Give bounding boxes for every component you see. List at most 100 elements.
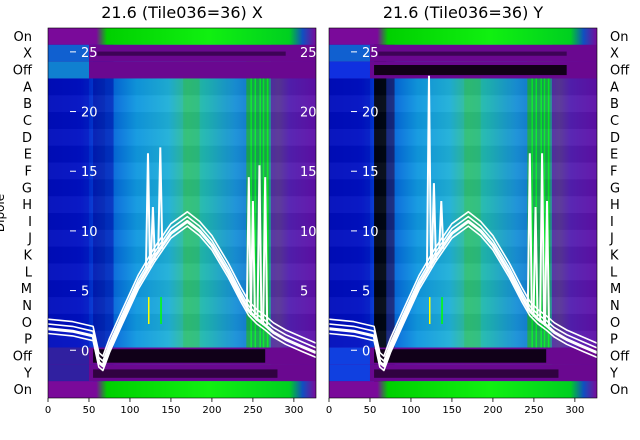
pol-row-edge — [48, 44, 89, 62]
spectral-stripe — [105, 28, 114, 398]
row-label: On — [14, 383, 32, 398]
overlay-tick-label: 10 — [362, 225, 379, 240]
panel-frame — [328, 27, 598, 399]
row-label: K — [610, 249, 619, 264]
row-label: On — [610, 30, 628, 45]
overlay-tick-label: 5 — [81, 285, 89, 300]
x-tick-label: 250 — [524, 405, 543, 416]
row-label: O — [22, 316, 32, 331]
row-label: C — [23, 114, 32, 129]
x-tick-label: 0 — [326, 405, 332, 416]
row-label: A — [610, 80, 619, 95]
spectral-stripe — [374, 28, 387, 398]
spectral-stripe — [329, 28, 370, 398]
row-label: F — [25, 164, 32, 179]
rfi-spike — [532, 207, 539, 317]
rfi-mark — [147, 297, 150, 324]
dipole-row-band — [329, 196, 597, 213]
overlay-tick-label-right: 20 — [300, 106, 317, 121]
row-label: I — [610, 215, 614, 230]
panel-frame — [47, 27, 317, 399]
bandpass-curve — [328, 219, 598, 368]
pol-row-dark — [378, 51, 567, 56]
x-tick-label: 100 — [120, 405, 139, 416]
rfi-spike — [438, 201, 445, 249]
row-label: D — [610, 131, 620, 146]
dipole-row-band — [48, 246, 316, 264]
rfi-spike — [526, 153, 533, 311]
row-label: K — [23, 249, 32, 264]
row-label: F — [610, 164, 617, 179]
overlay-tick-label: 15 — [362, 165, 379, 180]
off-row-dark — [374, 349, 547, 363]
row-label: O — [610, 316, 620, 331]
row-label: Off — [610, 349, 630, 364]
rfi-spike — [157, 147, 164, 249]
bandpass-curve — [328, 215, 598, 362]
dipole-row-band — [329, 128, 597, 146]
dipole-row-band — [329, 263, 597, 281]
x-tick-label: 50 — [364, 405, 377, 416]
rfi-mark — [441, 297, 443, 324]
overlay-tick-label: 25 — [362, 46, 379, 61]
dipole-row-band — [48, 162, 316, 180]
spectral-stripe — [464, 28, 481, 398]
dipole-row-band — [48, 78, 316, 96]
bandpass-curve — [47, 211, 317, 357]
row-label: Off — [13, 349, 33, 364]
overlay-tick-label: 5 — [362, 285, 370, 300]
overlay-tick-label: 0 — [362, 344, 370, 359]
overlay-tick-label: 25 — [81, 46, 98, 61]
rfi-channel-line — [547, 78, 550, 348]
off-row-dark — [374, 65, 567, 76]
x-tick-label: 100 — [401, 405, 420, 416]
x-tick-label: 50 — [83, 405, 96, 416]
row-label: P — [610, 333, 618, 348]
overlay-tick-label-right: 10 — [300, 225, 317, 240]
overlay-tick-label: 20 — [81, 106, 98, 121]
row-label: J — [609, 232, 614, 247]
row-label: A — [23, 80, 32, 95]
rfi-spike — [144, 153, 151, 269]
dipole-row-band — [48, 280, 316, 298]
row-label: X — [23, 47, 32, 62]
dipole-row-band — [48, 112, 316, 129]
row-label: G — [22, 181, 32, 196]
rfi-channel-line — [543, 78, 546, 348]
overlay-tick-label: 0 — [81, 344, 89, 359]
row-label: N — [610, 299, 620, 314]
x-tick-label: 300 — [565, 405, 584, 416]
row-label: On — [14, 30, 32, 45]
off-row — [48, 61, 316, 79]
row-label: C — [610, 114, 619, 129]
pol-row-edge — [48, 364, 89, 382]
dipole-row-band — [329, 112, 597, 129]
pol-row-edge — [329, 44, 370, 62]
rfi-spike — [249, 201, 256, 316]
rfi-spike — [425, 75, 432, 269]
on-row — [329, 28, 597, 45]
overlay-tick-label-right: 15 — [300, 165, 317, 180]
x-tick-label: 150 — [161, 405, 180, 416]
rfi-spike — [149, 206, 156, 260]
on-row — [48, 381, 316, 398]
x-tick-label: 300 — [284, 405, 303, 416]
overlay-tick-label-right: 25 — [300, 46, 317, 61]
rfi-mark — [428, 297, 431, 324]
row-label: On — [610, 383, 628, 398]
heatmap-panel-1: 0 5 10 15 20 25 21.6 (Tile036=36) Y 0 50 100 150 20… — [326, 3, 630, 416]
dipole-row-band — [48, 95, 316, 113]
rfi-channel-line — [266, 78, 269, 348]
off-row-edge — [48, 61, 89, 79]
rfi-spike — [430, 183, 437, 260]
row-label: I — [28, 215, 32, 230]
row-label: Off — [610, 64, 630, 79]
dipole-row-band — [48, 128, 316, 146]
bandpass-curve — [47, 219, 317, 368]
on-row — [48, 28, 316, 45]
row-label: H — [610, 198, 620, 213]
bandpass-curve — [328, 225, 598, 372]
on-row — [329, 381, 597, 398]
off-row-edge — [329, 347, 370, 365]
